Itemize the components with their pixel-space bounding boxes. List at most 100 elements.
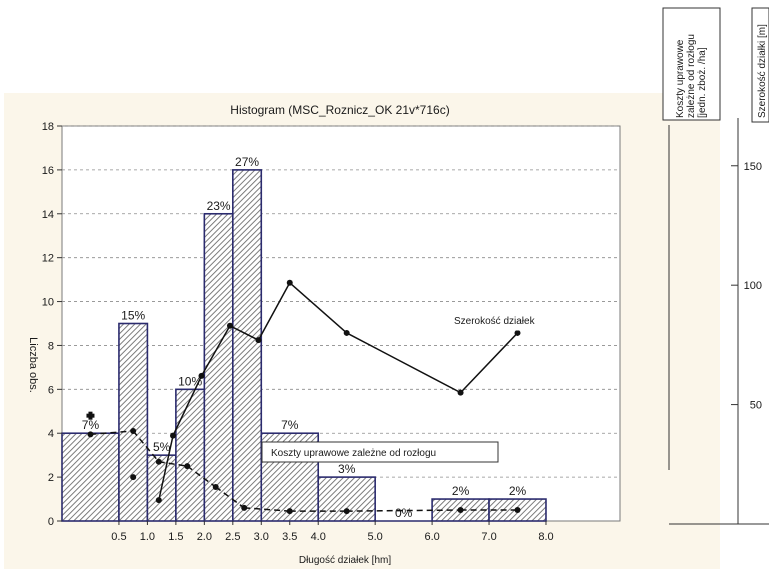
extra-markers <box>86 411 137 481</box>
extra-marker-dot <box>130 474 137 481</box>
y-tick-label: 10 <box>42 297 54 309</box>
x-tick-label: 4.0 <box>311 531 326 543</box>
x-tick-label: 7.0 <box>481 531 496 543</box>
histogram-bar <box>118 322 149 522</box>
y-tick-label: 8 <box>48 340 54 352</box>
series-point <box>286 279 293 286</box>
bar-percent-label: 10% <box>178 374 202 388</box>
annotation-koszty: Koszty uprawowe zależne od rozłogu <box>261 441 499 463</box>
y-tick-label: 14 <box>42 209 54 221</box>
histogram-bar <box>232 169 263 522</box>
series-point <box>155 458 162 465</box>
right-axis-2: 50 100 150 <box>669 7 769 525</box>
series-point <box>457 507 464 514</box>
series-point <box>457 389 464 396</box>
x-axis-label: Długość działek [hm] <box>299 555 391 566</box>
bar-percent-label: 7% <box>82 418 100 432</box>
series-point <box>343 329 350 336</box>
series-segment <box>172 375 203 436</box>
bar-percent-label: 7% <box>281 418 299 432</box>
x-tick-label: 8.0 <box>538 531 553 543</box>
y-axis-ticks: 0 2 4 6 8 10 12 14 16 18 <box>42 121 62 528</box>
bar-percent-label: 5% <box>153 440 171 454</box>
series-point <box>87 431 94 438</box>
series-point <box>184 463 191 470</box>
y-tick-label: 6 <box>48 384 54 396</box>
series-point <box>198 372 205 379</box>
histogram-bar <box>317 476 376 522</box>
annotation-szerokosc-text: Szerokość działek <box>454 316 536 327</box>
x-tick-label: 1.5 <box>168 531 183 543</box>
series-point <box>241 504 248 511</box>
x-axis-ticks: 0.5 1.0 1.5 2.0 2.5 3.0 3.5 4.0 5.0 6.0 7.0 8.0 <box>111 521 554 543</box>
series-segment <box>215 486 245 509</box>
histogram-bar <box>61 432 120 522</box>
right-axis-2-tick-label: 50 <box>750 400 762 412</box>
series-segment <box>186 465 217 488</box>
right-axis-2-label-text: Szerokość działki [m] <box>757 24 768 118</box>
bar-percent-label: 15% <box>121 309 145 323</box>
x-tick-label: 3.0 <box>254 531 269 543</box>
right-axis-2-label: Szerokość działki [m] <box>757 24 768 118</box>
x-tick-label: 2.5 <box>225 531 240 543</box>
bar-percent-label: 27% <box>235 155 259 169</box>
extra-marker-plus <box>86 413 95 418</box>
series-segment <box>244 507 290 512</box>
x-tick-label: 2.0 <box>197 531 212 543</box>
right-axis-1-label-line-1: Koszty uprawowe <box>675 39 686 118</box>
bar-percent-label: 2% <box>452 484 470 498</box>
series-point <box>226 322 233 329</box>
series-point <box>212 483 219 490</box>
series-segment <box>460 332 519 394</box>
series-point <box>514 329 521 336</box>
x-tick-label: 5.0 <box>368 531 383 543</box>
series-segment <box>158 461 188 467</box>
y-tick-label: 18 <box>42 121 54 133</box>
right-axis-2-tick-label: 150 <box>744 161 762 173</box>
histogram-bar <box>203 212 234 522</box>
bar-percent-label: 2% <box>509 484 527 498</box>
series-segment <box>200 325 231 377</box>
x-tick-label: 1.0 <box>140 531 155 543</box>
series-segment <box>132 430 160 463</box>
bar-percent-label: 3% <box>338 462 356 476</box>
grid-lines <box>62 125 620 478</box>
chart-title: Histogram (MSC_Roznicz_OK 21v*716c) <box>230 103 449 117</box>
series-segment <box>158 435 174 501</box>
annotation-koszty-text: Koszty uprawowe zależne od rozłogu <box>271 448 436 459</box>
histogram-bar <box>175 388 206 522</box>
series-point <box>343 508 350 515</box>
series-point <box>130 428 137 435</box>
bar-percent-label: 0% <box>395 506 413 520</box>
y-tick-label: 0 <box>48 516 54 528</box>
right-axis-1-label-line-2: zależne od rozłogu <box>686 34 697 118</box>
right-axis-1-label: Koszty uprawowe zależne od rozłogu [jedn… <box>675 34 708 118</box>
x-tick-label: 0.5 <box>111 531 126 543</box>
y-tick-label: 4 <box>48 428 54 440</box>
series-point <box>514 507 521 514</box>
series-point <box>286 508 293 515</box>
bar-percent-label: 23% <box>207 199 231 213</box>
x-tick-label: 6.0 <box>424 531 439 543</box>
y-tick-label: 12 <box>42 253 54 265</box>
y-axis-label: Liczba obs. <box>27 337 39 393</box>
y-tick-label: 16 <box>42 165 54 177</box>
x-tick-label: 3.5 <box>282 531 297 543</box>
series-segment <box>229 325 259 341</box>
series-point <box>170 432 177 439</box>
right-axis-1-label-line-3: [jedn. zboż. /ha] <box>697 47 708 118</box>
series-segment <box>257 282 291 341</box>
histogram-bars <box>61 169 547 522</box>
right-axis-2-tick-label: 100 <box>744 280 762 292</box>
series-segment <box>346 509 461 512</box>
y-tick-label: 2 <box>48 472 54 484</box>
series-point <box>155 497 162 504</box>
annotation-szerokosc: Szerokość działek <box>445 309 557 331</box>
series-point <box>255 337 262 344</box>
overlay-series <box>87 279 521 515</box>
series-segment <box>90 430 134 436</box>
bar-percent-labels: 7% 15% 5% 10% 23% 27% 7% 3% 0% 2% 2% <box>82 155 527 520</box>
series-segment <box>346 332 461 394</box>
series-segment <box>289 282 348 334</box>
